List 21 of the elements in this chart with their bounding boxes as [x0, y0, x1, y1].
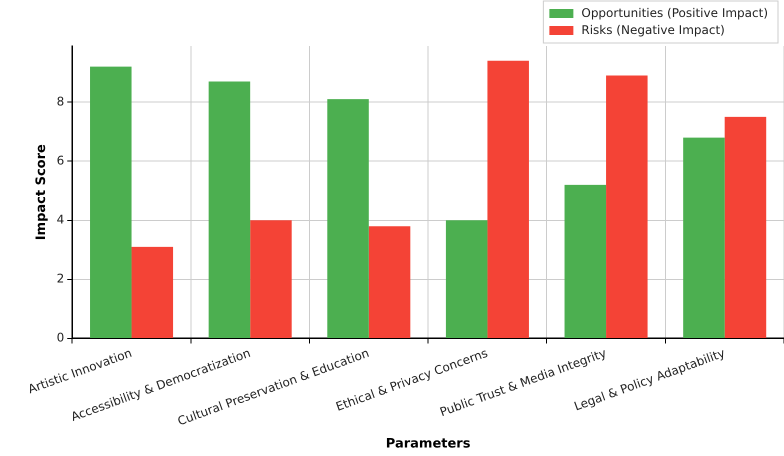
bar: [368, 226, 410, 338]
legend-label: Risks (Negative Impact): [581, 23, 725, 38]
bar: [90, 66, 132, 338]
y-tick-label: 4: [56, 212, 64, 226]
y-tick-label: 8: [56, 94, 64, 108]
bar: [683, 138, 725, 338]
bar: [724, 116, 766, 338]
bar: [208, 81, 250, 338]
bar: [446, 220, 488, 338]
bar: [487, 60, 529, 338]
bar: [250, 220, 292, 338]
bar: [132, 246, 174, 338]
bar: [564, 184, 606, 338]
y-tick-label: 0: [56, 330, 64, 345]
legend-label: Opportunities (Positive Impact): [581, 6, 768, 20]
bar: [327, 99, 369, 338]
x-axis-title: Parameters: [386, 436, 471, 452]
y-tick-label: 2: [56, 272, 64, 286]
y-axis-title: Impact Score: [34, 144, 50, 240]
y-tick-label: 6: [56, 153, 64, 168]
bar: [606, 76, 648, 338]
